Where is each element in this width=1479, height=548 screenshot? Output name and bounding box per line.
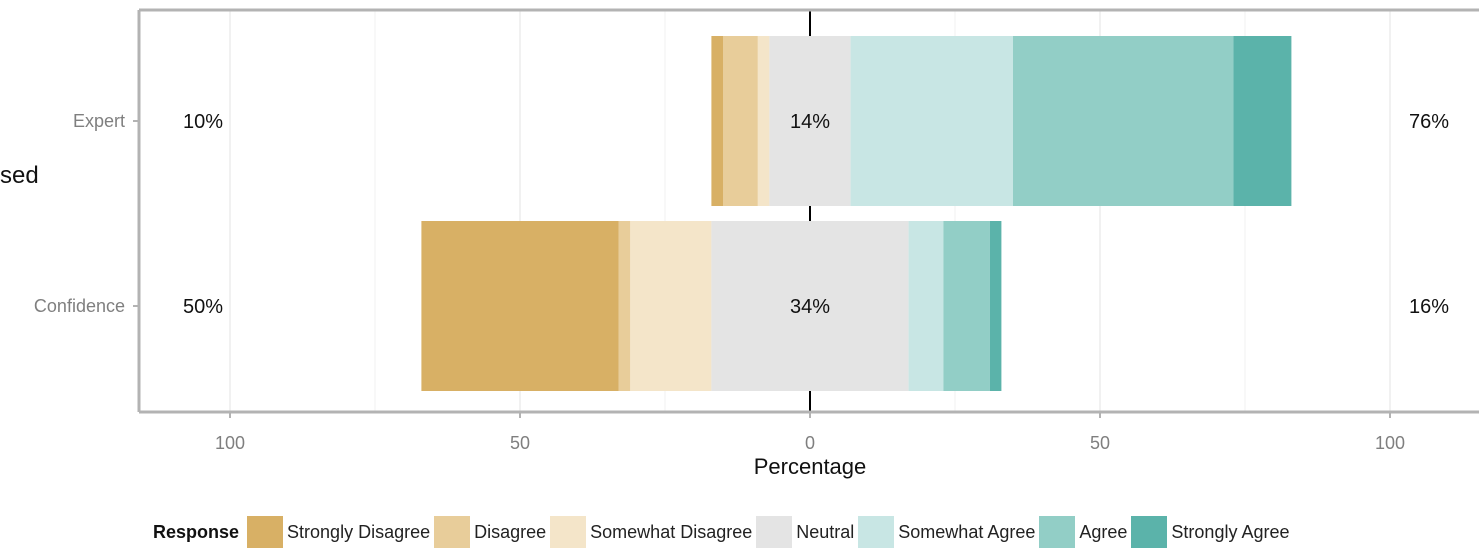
legend-swatch [434, 516, 471, 548]
legend-label: Disagree [474, 521, 547, 542]
bar-segment-confidence-agree [943, 221, 990, 391]
bar-segment-expert-strongly-disagree [711, 36, 723, 206]
legend-item: Somewhat Agree [858, 516, 1035, 548]
bar-segment-expert-strongly-agree [1233, 36, 1292, 206]
left-percent-label: 10% [183, 111, 223, 133]
bar-segment-confidence-disagree [618, 221, 631, 391]
legend-item: Agree [1039, 516, 1127, 548]
legend-swatch [1131, 516, 1168, 548]
y-tick-label: Expert [73, 111, 125, 131]
y-tick-label: Confidence [34, 296, 125, 316]
legend-title: Response [153, 521, 240, 542]
legend-swatch [1039, 516, 1076, 548]
legend-item: Disagree [434, 516, 546, 548]
legend-item: Somewhat Disagree [550, 516, 752, 548]
bar-segment-confidence-somewhat-disagree [630, 221, 712, 391]
x-tick-label: 50 [510, 433, 530, 453]
bar-segment-expert-somewhat-disagree [757, 36, 770, 206]
center-percent-label: 14% [790, 111, 830, 133]
x-axis-title: Percentage [754, 454, 867, 479]
legend-swatch [858, 516, 895, 548]
legend-label: Strongly Agree [1171, 521, 1290, 542]
legend-item: Neutral [756, 516, 854, 548]
center-percent-label: 34% [790, 296, 830, 318]
x-tick-label: 100 [215, 433, 245, 453]
bar-segment-expert-disagree [723, 36, 758, 206]
bar-segment-expert-agree [1013, 36, 1234, 206]
legend-label: Strongly Disagree [287, 521, 431, 542]
cut-off-text: sed [0, 162, 39, 189]
axes: Expert Confidence 100 50 0 50 100 Percentage [34, 111, 1405, 479]
bar-segments [421, 36, 1292, 391]
x-tick-label: 0 [805, 433, 815, 453]
legend: Response Strongly Disagree Disagree Somewh… [153, 516, 1294, 548]
bar-segment-expert-neutral [769, 36, 851, 206]
legend-swatch [756, 516, 793, 548]
right-percent-label: 76% [1409, 111, 1449, 133]
legend-item: Strongly Agree [1131, 516, 1290, 548]
x-tick-label: 100 [1375, 433, 1405, 453]
bar-segment-expert-somewhat-agree [850, 36, 1013, 206]
legend-label: Agree [1079, 521, 1128, 542]
right-percent-label: 16% [1409, 296, 1449, 318]
bar-segment-confidence-strongly-agree [989, 221, 1002, 391]
legend-item: Strongly Disagree [247, 516, 430, 548]
bar-segment-confidence-neutral [711, 221, 909, 391]
bar-segment-confidence-somewhat-agree [908, 221, 944, 391]
percent-labels: 10% 14% 76% 50% 34% 16% [183, 111, 1449, 318]
bar-segment-confidence-strongly-disagree [421, 221, 619, 391]
legend-items: Strongly Disagree Disagree Somewhat Disagr… [247, 516, 1293, 548]
left-percent-label: 50% [183, 296, 223, 318]
legend-label: Somewhat Disagree [590, 521, 753, 542]
diverging-bar-chart: 10% 14% 76% 50% 34% 16% Expert Confidence 100 50… [34, 8, 1479, 479]
legend-swatch [247, 516, 284, 548]
x-tick-label: 50 [1090, 433, 1110, 453]
legend-label: Somewhat Agree [898, 521, 1036, 542]
legend-label: Neutral [796, 521, 855, 542]
legend-swatch [550, 516, 587, 548]
